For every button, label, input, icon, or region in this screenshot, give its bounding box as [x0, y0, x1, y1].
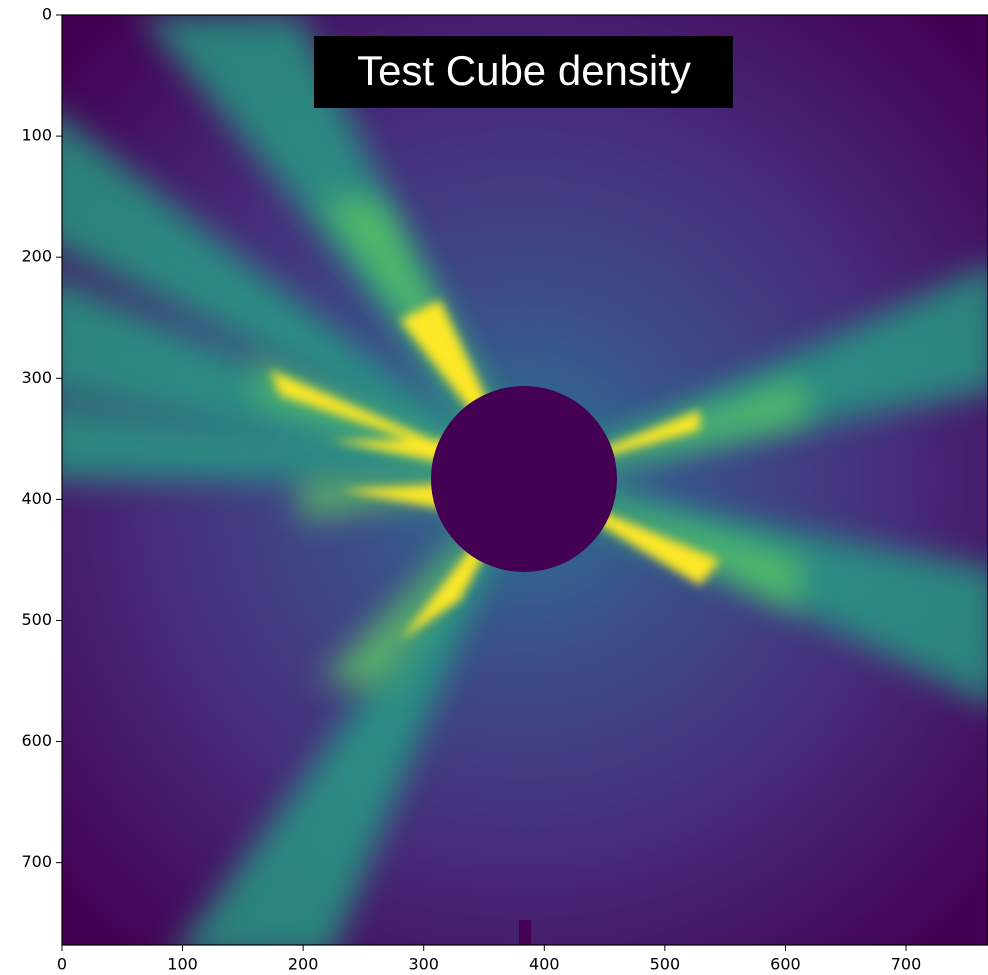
- y-tick-label: 100: [21, 126, 52, 145]
- chart: Test Cube density 0 100 200 300 400 500 600 700…: [0, 0, 988, 975]
- y-tick-label: 600: [21, 731, 52, 750]
- x-tick-label: 700: [891, 955, 922, 974]
- x-tick-label: 300: [408, 955, 439, 974]
- y-tick-label: 500: [21, 610, 52, 629]
- x-tick-label: 600: [770, 955, 801, 974]
- x-tick-label: 500: [650, 955, 681, 974]
- x-tick-label: 0: [57, 955, 67, 974]
- x-tick-label: 200: [288, 955, 319, 974]
- y-tick-label: 300: [21, 368, 52, 387]
- y-tick-label: 0: [42, 5, 52, 24]
- chart-title: Test Cube density: [357, 47, 691, 94]
- x-tick-label: 400: [529, 955, 560, 974]
- image: Test Cube density: [40, 15, 988, 960]
- y-tick-label: 400: [21, 489, 52, 508]
- y-tick-label: 700: [21, 852, 52, 871]
- y-tick-label: 200: [21, 247, 52, 266]
- x-tick-label: 100: [167, 955, 198, 974]
